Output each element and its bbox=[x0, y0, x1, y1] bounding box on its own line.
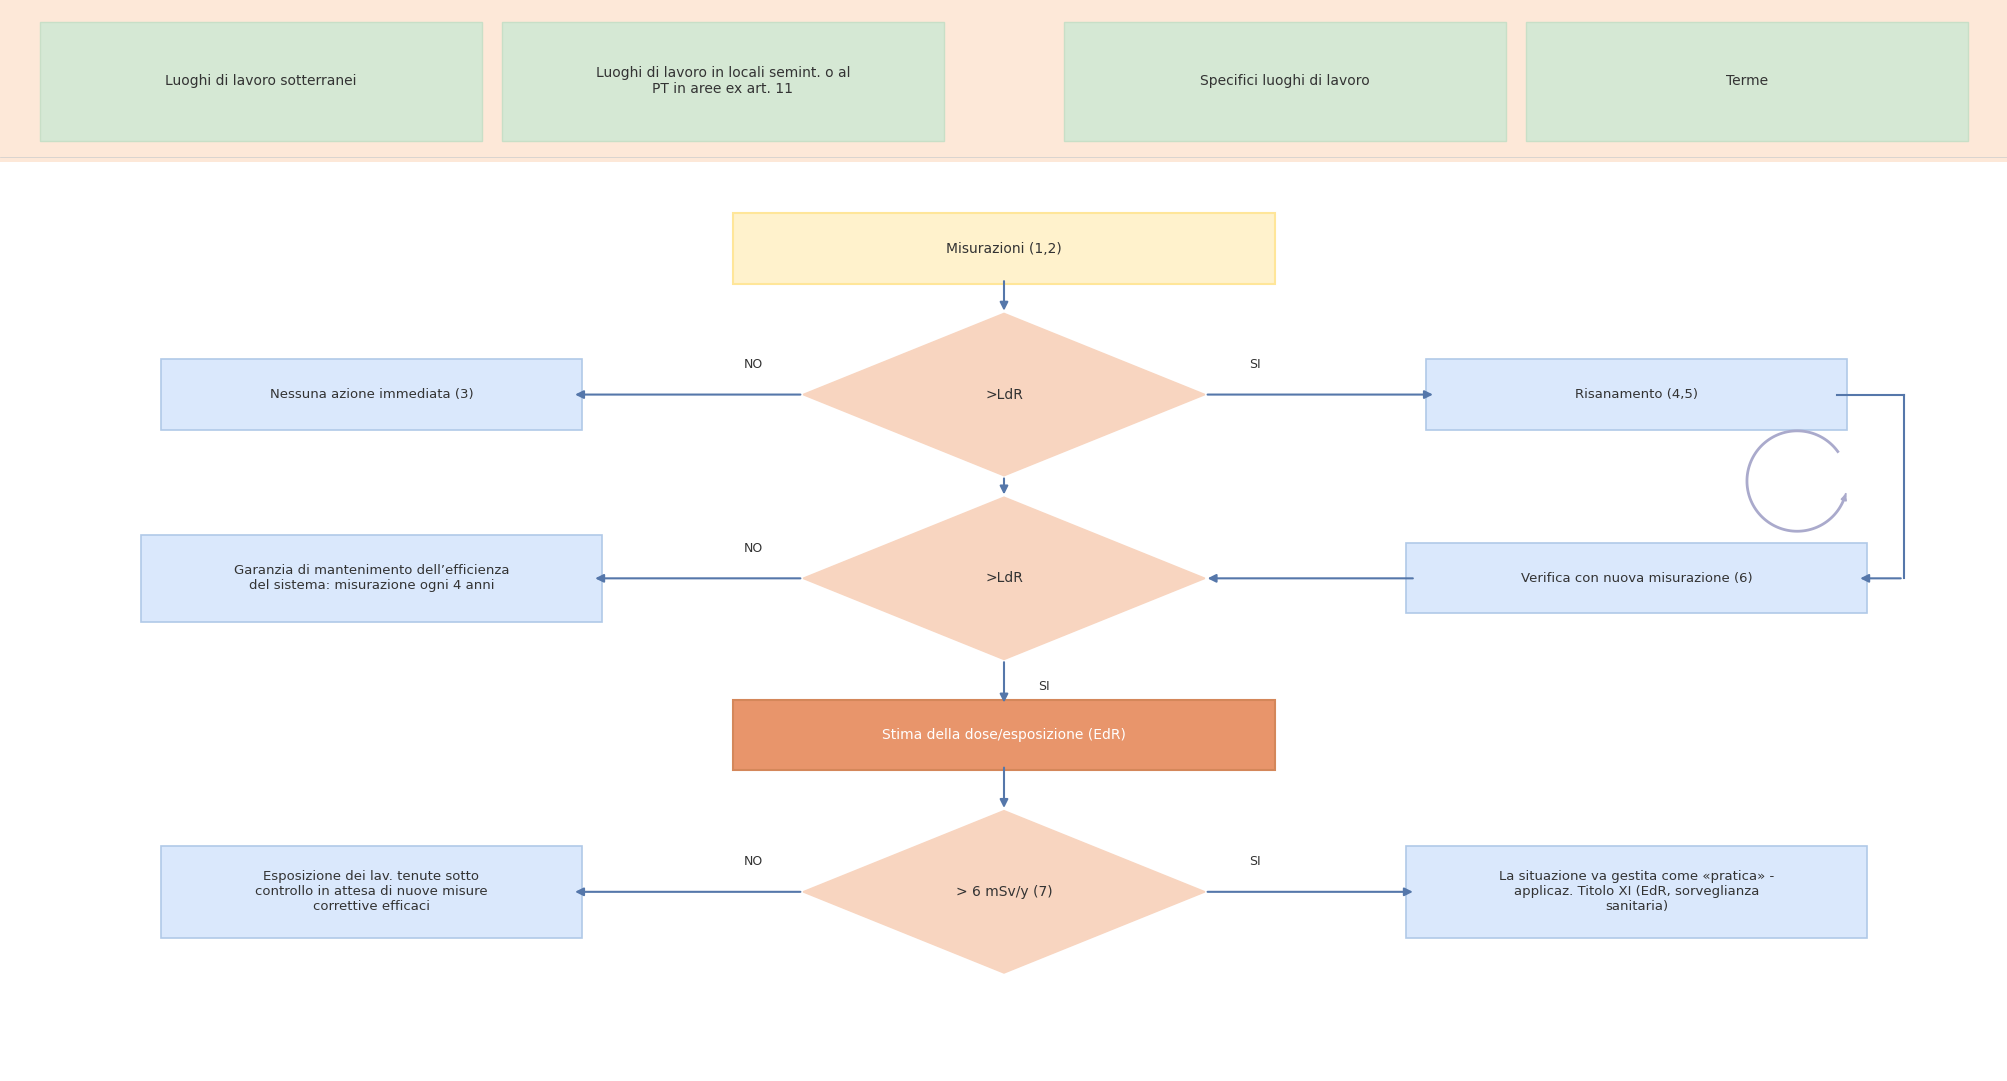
Text: Stima della dose/esposizione (EdR): Stima della dose/esposizione (EdR) bbox=[881, 729, 1126, 742]
Text: Luoghi di lavoro sotterranei: Luoghi di lavoro sotterranei bbox=[165, 75, 357, 88]
FancyBboxPatch shape bbox=[1425, 359, 1846, 429]
Polygon shape bbox=[803, 811, 1204, 973]
Text: Esposizione dei lav. tenute sotto
controllo in attesa di nuove misure
correttive: Esposizione dei lav. tenute sotto contro… bbox=[255, 870, 488, 913]
Text: SI: SI bbox=[1248, 358, 1260, 371]
Text: > 6 mSv/y (7): > 6 mSv/y (7) bbox=[955, 885, 1052, 898]
Polygon shape bbox=[803, 497, 1204, 659]
FancyBboxPatch shape bbox=[1064, 22, 1505, 141]
Text: NO: NO bbox=[743, 855, 763, 868]
Text: >LdR: >LdR bbox=[985, 572, 1022, 585]
Polygon shape bbox=[803, 313, 1204, 476]
Text: SI: SI bbox=[1248, 855, 1260, 868]
FancyBboxPatch shape bbox=[502, 22, 943, 141]
FancyBboxPatch shape bbox=[40, 22, 482, 141]
FancyBboxPatch shape bbox=[1405, 543, 1867, 614]
Text: Nessuna azione immediata (3): Nessuna azione immediata (3) bbox=[269, 388, 474, 401]
Text: SI: SI bbox=[1038, 680, 1050, 693]
FancyBboxPatch shape bbox=[733, 700, 1274, 770]
Text: NO: NO bbox=[743, 542, 763, 555]
FancyBboxPatch shape bbox=[1405, 845, 1867, 937]
FancyBboxPatch shape bbox=[733, 214, 1274, 283]
FancyBboxPatch shape bbox=[161, 359, 582, 429]
Text: Luoghi di lavoro in locali semint. o al
PT in aree ex art. 11: Luoghi di lavoro in locali semint. o al … bbox=[596, 66, 849, 96]
Text: Garanzia di mantenimento dell’efficienza
del sistema: misurazione ogni 4 anni: Garanzia di mantenimento dell’efficienza… bbox=[233, 564, 510, 592]
Text: La situazione va gestita come «pratica» -
applicaz. Titolo XI (EdR, sorveglianza: La situazione va gestita come «pratica» … bbox=[1497, 870, 1774, 913]
Text: >LdR: >LdR bbox=[985, 388, 1022, 401]
FancyBboxPatch shape bbox=[0, 0, 2007, 162]
Text: NO: NO bbox=[743, 358, 763, 371]
FancyBboxPatch shape bbox=[1525, 22, 1967, 141]
FancyBboxPatch shape bbox=[161, 845, 582, 937]
Text: Terme: Terme bbox=[1726, 75, 1766, 88]
Text: Risanamento (4,5): Risanamento (4,5) bbox=[1573, 388, 1698, 401]
Text: Misurazioni (1,2): Misurazioni (1,2) bbox=[945, 242, 1062, 255]
FancyBboxPatch shape bbox=[140, 535, 602, 622]
Text: Verifica con nuova misurazione (6): Verifica con nuova misurazione (6) bbox=[1519, 572, 1752, 585]
Text: Specifici luoghi di lavoro: Specifici luoghi di lavoro bbox=[1200, 75, 1369, 88]
